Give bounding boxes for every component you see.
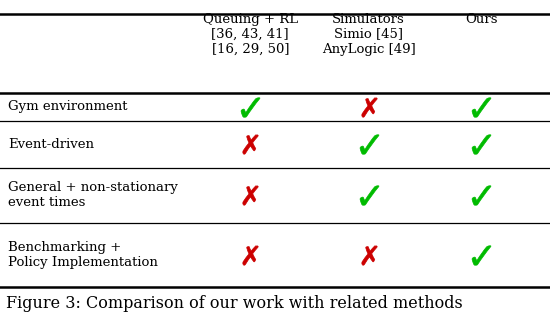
Text: Benchmarking +
Policy Implementation: Benchmarking + Policy Implementation bbox=[8, 241, 158, 269]
Text: Figure 3: Comparison of our work with related methods: Figure 3: Comparison of our work with re… bbox=[6, 295, 462, 311]
Text: Event-driven: Event-driven bbox=[8, 138, 94, 151]
Text: Queuing + RL
[36, 43, 41]
[16, 29, 50]: Queuing + RL [36, 43, 41] [16, 29, 50] bbox=[203, 13, 298, 56]
Text: Gym environment: Gym environment bbox=[8, 100, 128, 113]
Text: Simulators
Simio [45]
AnyLogic [49]: Simulators Simio [45] AnyLogic [49] bbox=[322, 13, 415, 56]
Text: Ours: Ours bbox=[465, 13, 498, 25]
Text: General + non-stationary
event times: General + non-stationary event times bbox=[8, 181, 178, 209]
